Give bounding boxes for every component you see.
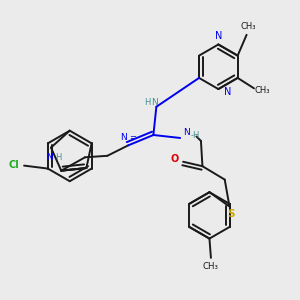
Text: H: H (55, 154, 61, 163)
Text: CH₃: CH₃ (240, 22, 256, 31)
Text: O: O (170, 154, 178, 164)
Text: CH₃: CH₃ (203, 262, 219, 271)
Text: N: N (183, 128, 190, 137)
Text: CH₃: CH₃ (254, 86, 270, 95)
Text: N: N (224, 87, 231, 97)
Text: -H: -H (191, 131, 200, 140)
Text: Cl: Cl (8, 160, 19, 170)
Text: N: N (152, 98, 158, 107)
Text: S: S (227, 209, 234, 219)
Text: =: = (129, 134, 136, 142)
Text: H: H (144, 98, 150, 107)
Text: N: N (215, 31, 222, 40)
Text: N: N (120, 134, 127, 142)
Text: N: N (46, 154, 53, 163)
